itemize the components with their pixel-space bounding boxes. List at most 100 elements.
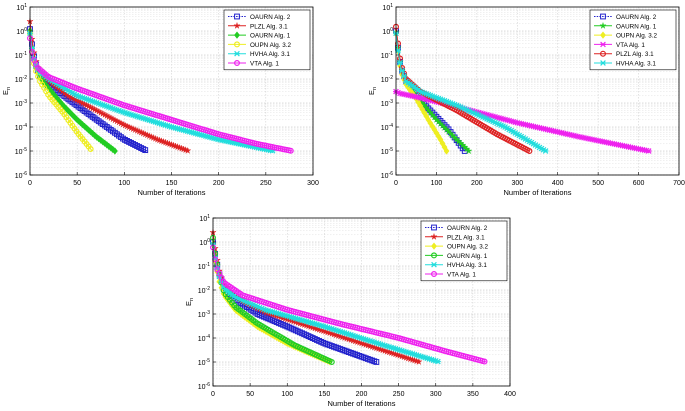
series-hvha-alg-3-1	[27, 30, 276, 154]
data-point	[542, 148, 549, 154]
data-point	[287, 147, 294, 154]
y-tick-label: 10-3	[381, 99, 393, 108]
y-tick-label: 10-1	[381, 51, 393, 60]
y-tick-exponent: -3	[206, 310, 211, 316]
legend-label: OAURN Alg. 1	[616, 23, 657, 30]
y-tick-exponent: -6	[23, 171, 28, 177]
legend: OAURN Alg. 2 PLZL Alg. 3.1 OUPN Alg. 3.2 OA…	[420, 220, 508, 282]
data-point	[373, 359, 380, 365]
y-tick-base: 10	[198, 384, 206, 391]
x-tick-label: 0	[394, 180, 398, 187]
x-tick-label: 50	[246, 391, 254, 398]
legend-marker	[431, 270, 438, 277]
data-point	[422, 103, 431, 112]
y-axis-label-sub: n	[6, 87, 12, 90]
legend-item: OAURN Alg. 2	[425, 224, 488, 232]
y-tick-label: 10-6	[381, 171, 393, 180]
x-tick-label: 100	[431, 180, 443, 187]
x-tick-label: 400	[504, 391, 516, 398]
legend-item: OAURN Alg. 2	[228, 13, 291, 21]
x-axis-label: Number of Iterations	[138, 188, 206, 197]
data-point	[424, 106, 433, 114]
legend-label: OUPN Alg. 3.2	[447, 244, 488, 251]
data-point	[414, 357, 423, 366]
x-axis: 0 50 100 150 200 250 300 Number of Iterations	[28, 172, 319, 197]
y-tick-label: 100	[199, 238, 210, 247]
legend-marker	[600, 13, 606, 20]
y-tick-base: 10	[199, 240, 207, 247]
x-tick-label: 250	[260, 180, 272, 187]
legend-label: HVHA Alg. 3.1	[250, 51, 290, 58]
y-tick-label: 10-4	[15, 123, 27, 132]
y-axis-label-main: E	[1, 90, 10, 95]
legend-item: OAURN Alg. 1	[425, 252, 488, 260]
legend-marker	[431, 242, 437, 250]
y-tick-label: 101	[382, 3, 393, 12]
y-tick-label: 10-4	[198, 334, 210, 343]
data-point	[111, 147, 118, 155]
axes-frame	[395, 6, 680, 176]
x-tick-label: 200	[471, 180, 483, 187]
series-group	[26, 17, 294, 155]
y-tick-label: 10-4	[381, 123, 393, 132]
legend-marker	[599, 21, 607, 30]
data-point	[464, 146, 473, 155]
x-tick-label: 150	[319, 391, 331, 398]
y-tick-label: 10-5	[15, 147, 27, 156]
x-tick-label: 150	[166, 180, 178, 187]
series-group	[209, 228, 488, 366]
x-tick-label: 600	[633, 180, 645, 187]
y-tick-exponent: -2	[389, 75, 394, 81]
x-tick-label: 100	[281, 391, 293, 398]
legend-box	[223, 9, 311, 71]
legend-item: HVHA Alg. 3.1	[594, 60, 656, 68]
y-axis-label-sub: n	[189, 298, 195, 301]
legend-item: OAURN Alg. 1	[228, 31, 291, 40]
y-tick-exponent: -4	[206, 334, 211, 340]
y-tick-base: 10	[198, 312, 206, 319]
y-tick-label: 10-3	[198, 310, 210, 319]
x-tick-label: 500	[592, 180, 604, 187]
y-tick-label: 10-6	[198, 382, 210, 391]
y-tick-base: 10	[198, 336, 206, 343]
data-point	[401, 73, 407, 79]
y-tick-exponent: 1	[24, 3, 27, 9]
legend-marker	[431, 261, 437, 268]
series-hvha-alg-3-1	[210, 241, 441, 365]
legend-marker	[233, 21, 241, 30]
x-tick-label: 300	[307, 180, 319, 187]
x-tick-label: 200	[213, 180, 225, 187]
y-tick-base: 10	[382, 5, 390, 12]
y-tick-base: 10	[15, 125, 23, 132]
x-tick-label: 350	[467, 391, 479, 398]
legend-marker	[600, 41, 606, 48]
legend-item: HVHA Alg. 3.1	[228, 50, 290, 58]
y-tick-base: 10	[381, 125, 389, 132]
legend-label: PLZL Alg. 3.1	[447, 234, 485, 241]
grid	[395, 7, 680, 176]
data-point	[434, 358, 441, 365]
series-hvha-alg-3-1	[393, 30, 549, 154]
legend-label: PLZL Alg. 3.1	[250, 23, 288, 30]
legend-label: HVHA Alg. 3.1	[447, 262, 487, 269]
x-tick-label: 200	[356, 391, 368, 398]
y-tick-label: 100	[16, 27, 27, 36]
legend-label: OAURN Alg. 2	[447, 225, 488, 232]
legend-label: VTA Alg. 1	[616, 42, 645, 49]
y-tick-exponent: -4	[389, 123, 394, 129]
x-tick-label: 0	[28, 180, 32, 187]
legend-item: VTA Alg. 1	[425, 270, 476, 279]
y-tick-exponent: -6	[389, 171, 394, 177]
y-axis-label: En	[184, 298, 195, 306]
legend-marker	[430, 232, 438, 241]
legend-item: OUPN Alg. 3.2	[228, 41, 291, 49]
y-tick-exponent: -5	[23, 147, 28, 153]
y-tick-label: 10-2	[198, 286, 210, 295]
y-tick-base: 10	[198, 264, 206, 271]
